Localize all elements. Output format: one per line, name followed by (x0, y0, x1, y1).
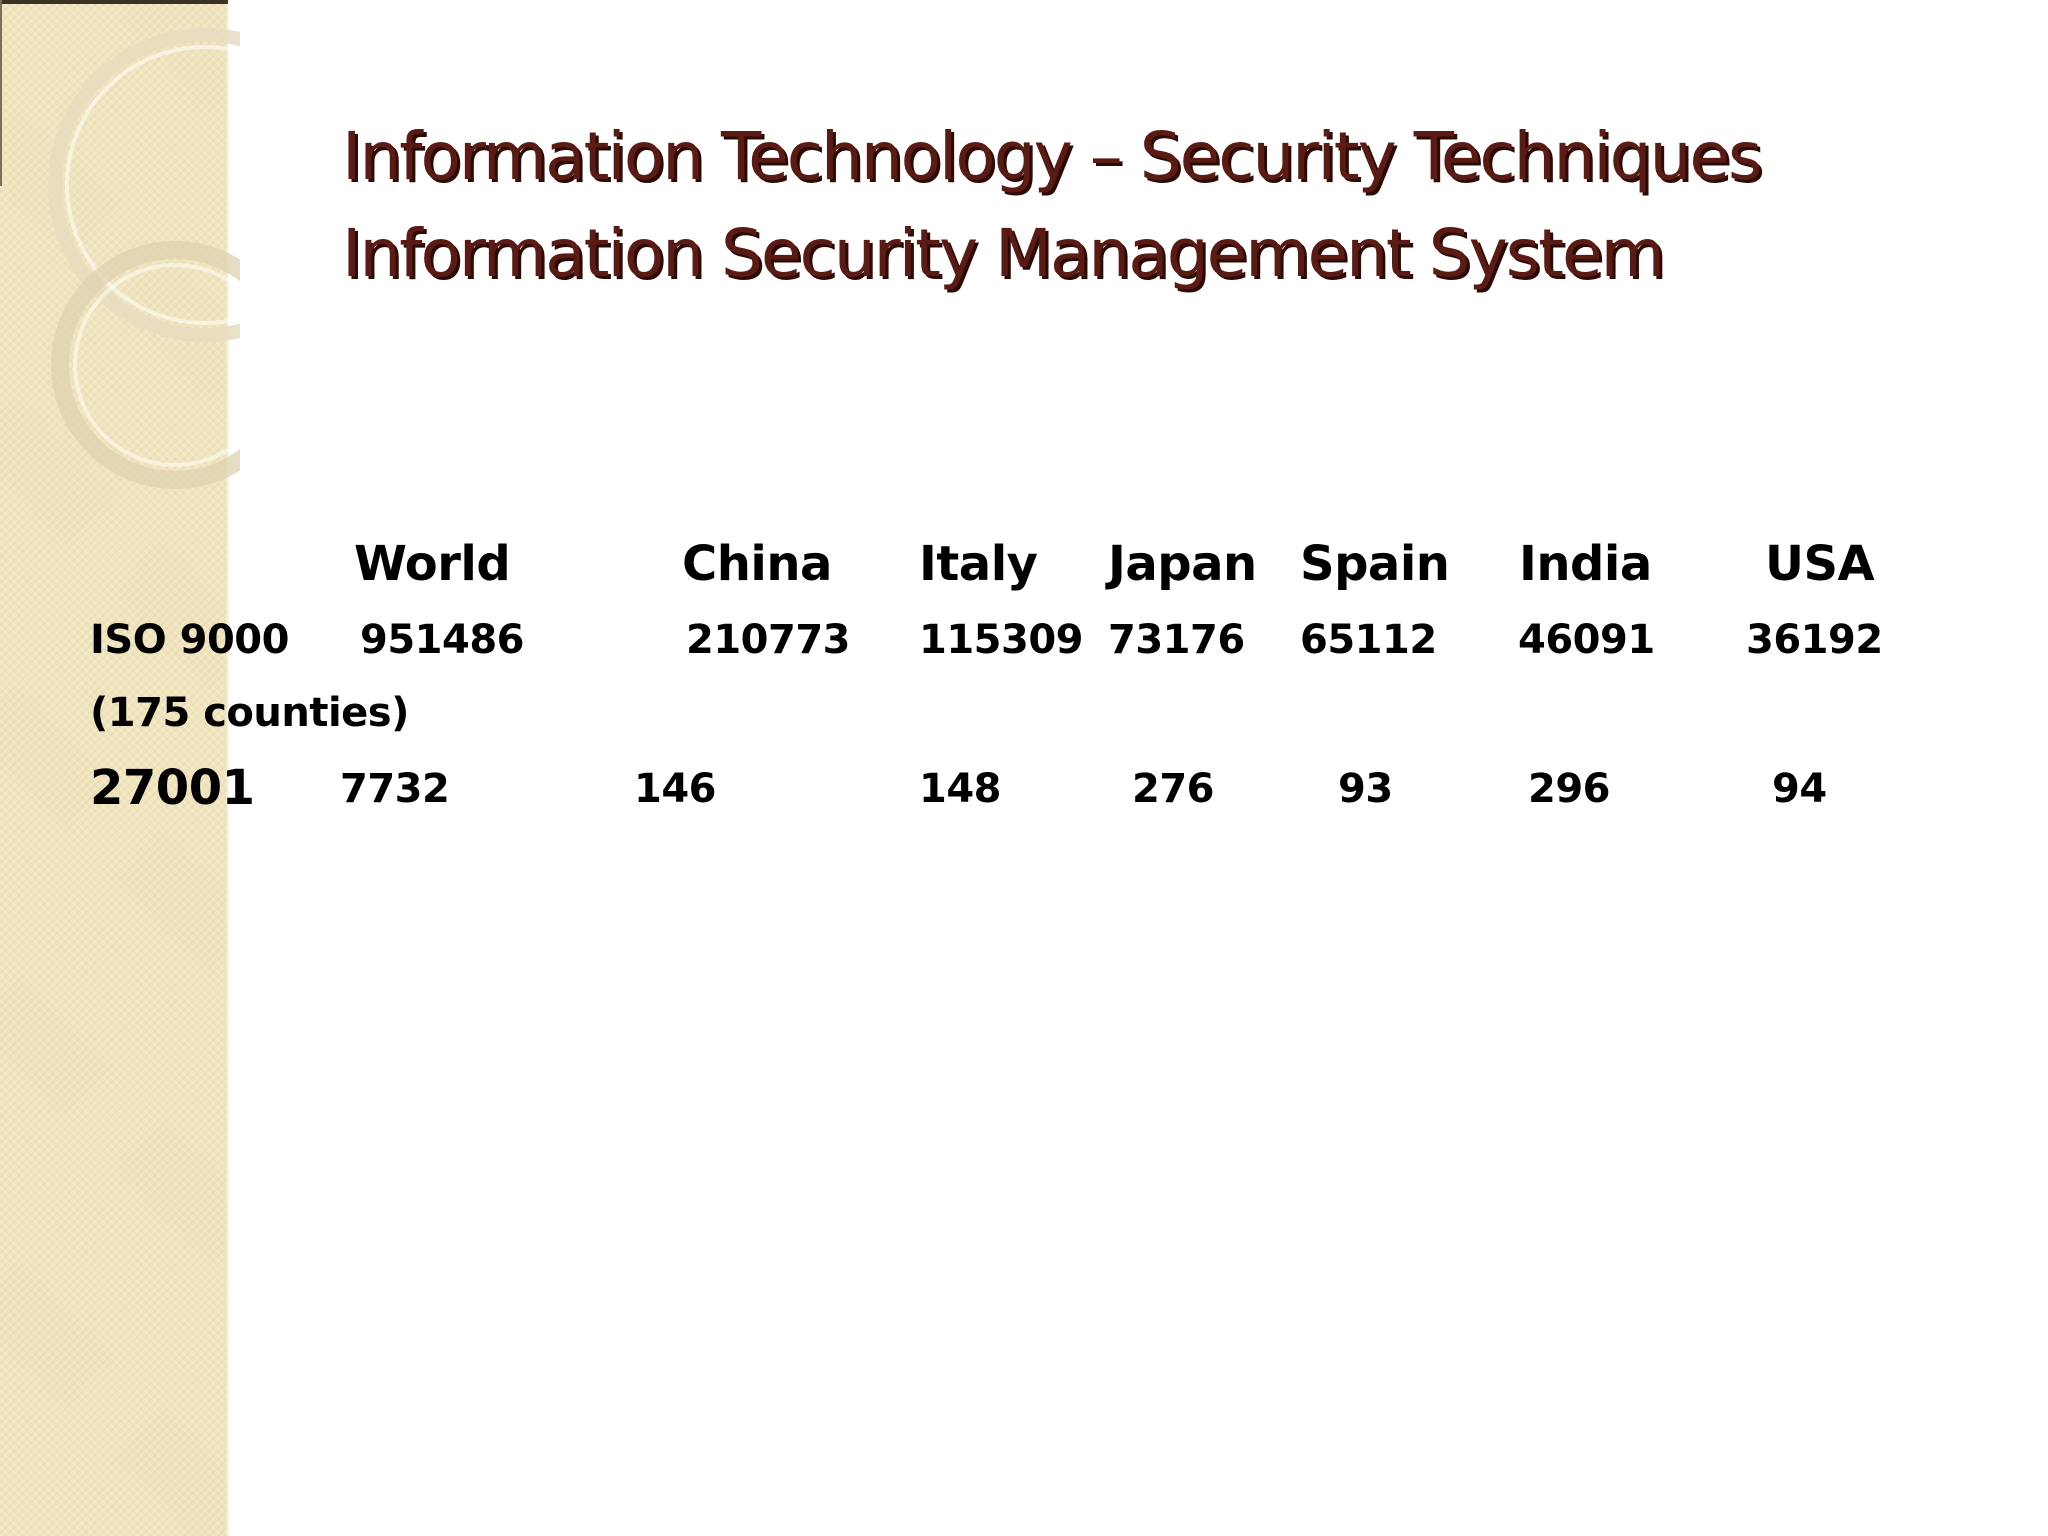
cell-iso9000-china: 210773 (686, 617, 851, 663)
cell-27001-china: 146 (634, 766, 717, 812)
top-accent-line (0, 0, 228, 4)
column-header-world: World (354, 536, 511, 592)
decorative-rings (48, 28, 240, 489)
ring-small-highlight (73, 263, 240, 467)
cell-27001-india: 296 (1528, 766, 1611, 812)
cell-iso9000-spain: 65112 (1300, 617, 1437, 663)
cell-27001-japan: 276 (1132, 766, 1215, 812)
cell-iso9000-usa: 36192 (1746, 617, 1883, 663)
cell-iso9000-italy: 115309 (919, 617, 1084, 663)
column-header-italy: Italy (919, 536, 1038, 592)
cell-27001-italy: 148 (919, 766, 1002, 812)
cell-iso9000-world: 951486 (360, 617, 525, 663)
cell-27001-usa: 94 (1772, 766, 1827, 812)
cell-27001-world: 7732 (340, 766, 450, 812)
slide-title: Information Technology – Security Techni… (342, 108, 1982, 302)
cell-iso9000-india: 46091 (1518, 617, 1655, 663)
ring-large-highlight (65, 45, 240, 325)
title-line-2: Information Security Management System (342, 215, 1665, 292)
column-header-japan: Japan (1108, 536, 1257, 592)
title-line-1: Information Technology – Security Techni… (342, 118, 1762, 195)
cell-27001-spain: 93 (1338, 766, 1393, 812)
ring-small (51, 241, 240, 489)
row-label-iso-9000: ISO 9000 (90, 617, 289, 663)
column-header-india: India (1519, 536, 1652, 592)
ring-large (48, 28, 240, 342)
side-accent-line (0, 0, 2, 186)
row-sublabel-countries: (175 counties) (90, 690, 409, 736)
column-header-usa: USA (1765, 536, 1875, 592)
row-label-27001: 27001 (90, 760, 255, 816)
column-header-china: China (682, 536, 832, 592)
column-header-spain: Spain (1300, 536, 1450, 592)
side-band-edge (226, 0, 230, 1536)
cell-iso9000-japan: 73176 (1108, 617, 1245, 663)
